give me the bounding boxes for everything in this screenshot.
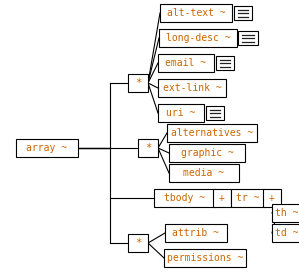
FancyBboxPatch shape: [234, 6, 252, 20]
Text: media ~: media ~: [184, 168, 225, 178]
Text: alt-text ~: alt-text ~: [167, 8, 225, 18]
Text: permissions ~: permissions ~: [167, 253, 243, 263]
FancyBboxPatch shape: [158, 54, 214, 72]
Text: td ~: td ~: [275, 228, 299, 238]
Text: ext-link ~: ext-link ~: [163, 83, 221, 93]
FancyBboxPatch shape: [154, 189, 216, 207]
Text: tr ~: tr ~: [236, 193, 260, 203]
FancyBboxPatch shape: [164, 249, 246, 267]
FancyBboxPatch shape: [216, 56, 234, 70]
FancyBboxPatch shape: [272, 224, 299, 242]
Text: *: *: [145, 143, 151, 153]
FancyBboxPatch shape: [158, 104, 204, 122]
FancyBboxPatch shape: [16, 139, 78, 157]
FancyBboxPatch shape: [263, 189, 281, 207]
FancyBboxPatch shape: [169, 144, 245, 162]
Text: alternatives ~: alternatives ~: [171, 128, 253, 138]
FancyBboxPatch shape: [213, 189, 231, 207]
Text: +: +: [219, 193, 225, 203]
FancyBboxPatch shape: [160, 4, 232, 22]
Text: *: *: [135, 238, 141, 248]
Text: +: +: [269, 193, 275, 203]
FancyBboxPatch shape: [165, 224, 227, 242]
FancyBboxPatch shape: [169, 164, 239, 182]
FancyBboxPatch shape: [238, 31, 258, 45]
FancyBboxPatch shape: [167, 124, 257, 142]
Text: tbody ~: tbody ~: [164, 193, 206, 203]
FancyBboxPatch shape: [159, 29, 237, 47]
Text: array ~: array ~: [26, 143, 68, 153]
FancyBboxPatch shape: [158, 79, 226, 97]
FancyBboxPatch shape: [128, 234, 148, 252]
Text: graphic ~: graphic ~: [181, 148, 234, 158]
Text: th ~: th ~: [275, 208, 299, 218]
FancyBboxPatch shape: [206, 106, 224, 120]
Text: email ~: email ~: [165, 58, 207, 68]
Text: uri ~: uri ~: [166, 108, 196, 118]
FancyBboxPatch shape: [272, 204, 299, 222]
FancyBboxPatch shape: [138, 139, 158, 157]
Text: long-desc ~: long-desc ~: [166, 33, 230, 43]
FancyBboxPatch shape: [128, 74, 148, 92]
Text: attrib ~: attrib ~: [173, 228, 219, 238]
FancyBboxPatch shape: [231, 189, 265, 207]
Text: *: *: [135, 78, 141, 88]
